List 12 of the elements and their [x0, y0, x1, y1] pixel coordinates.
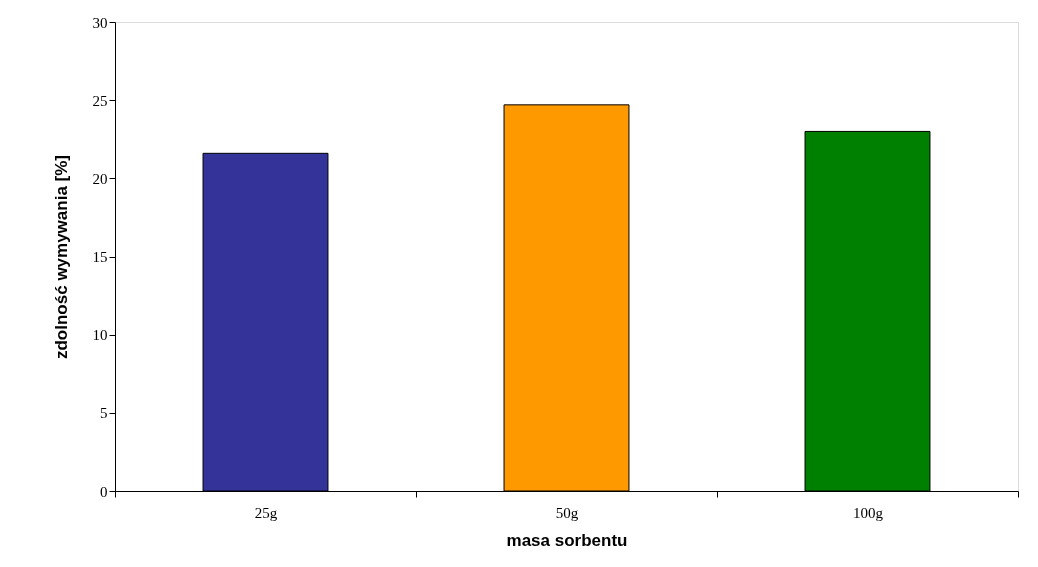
- y-tick-label: 15: [92, 249, 108, 265]
- x-tick-label: 50g: [555, 504, 579, 521]
- y-tick-label: 25: [92, 92, 108, 109]
- y-tick-label: 20: [92, 170, 108, 187]
- x-tick-label: 25g: [254, 504, 278, 521]
- x-tick-label: 100g: [853, 504, 884, 521]
- y-tick-label: 0: [100, 483, 108, 500]
- y-tick-label: 30: [92, 14, 108, 31]
- y-axis-title: zdolność wymywania [%]: [51, 154, 71, 360]
- x-axis-title: masa sorbentu: [506, 530, 628, 550]
- y-tick-label: 10: [92, 327, 108, 344]
- y-tick-label: 5: [100, 405, 108, 422]
